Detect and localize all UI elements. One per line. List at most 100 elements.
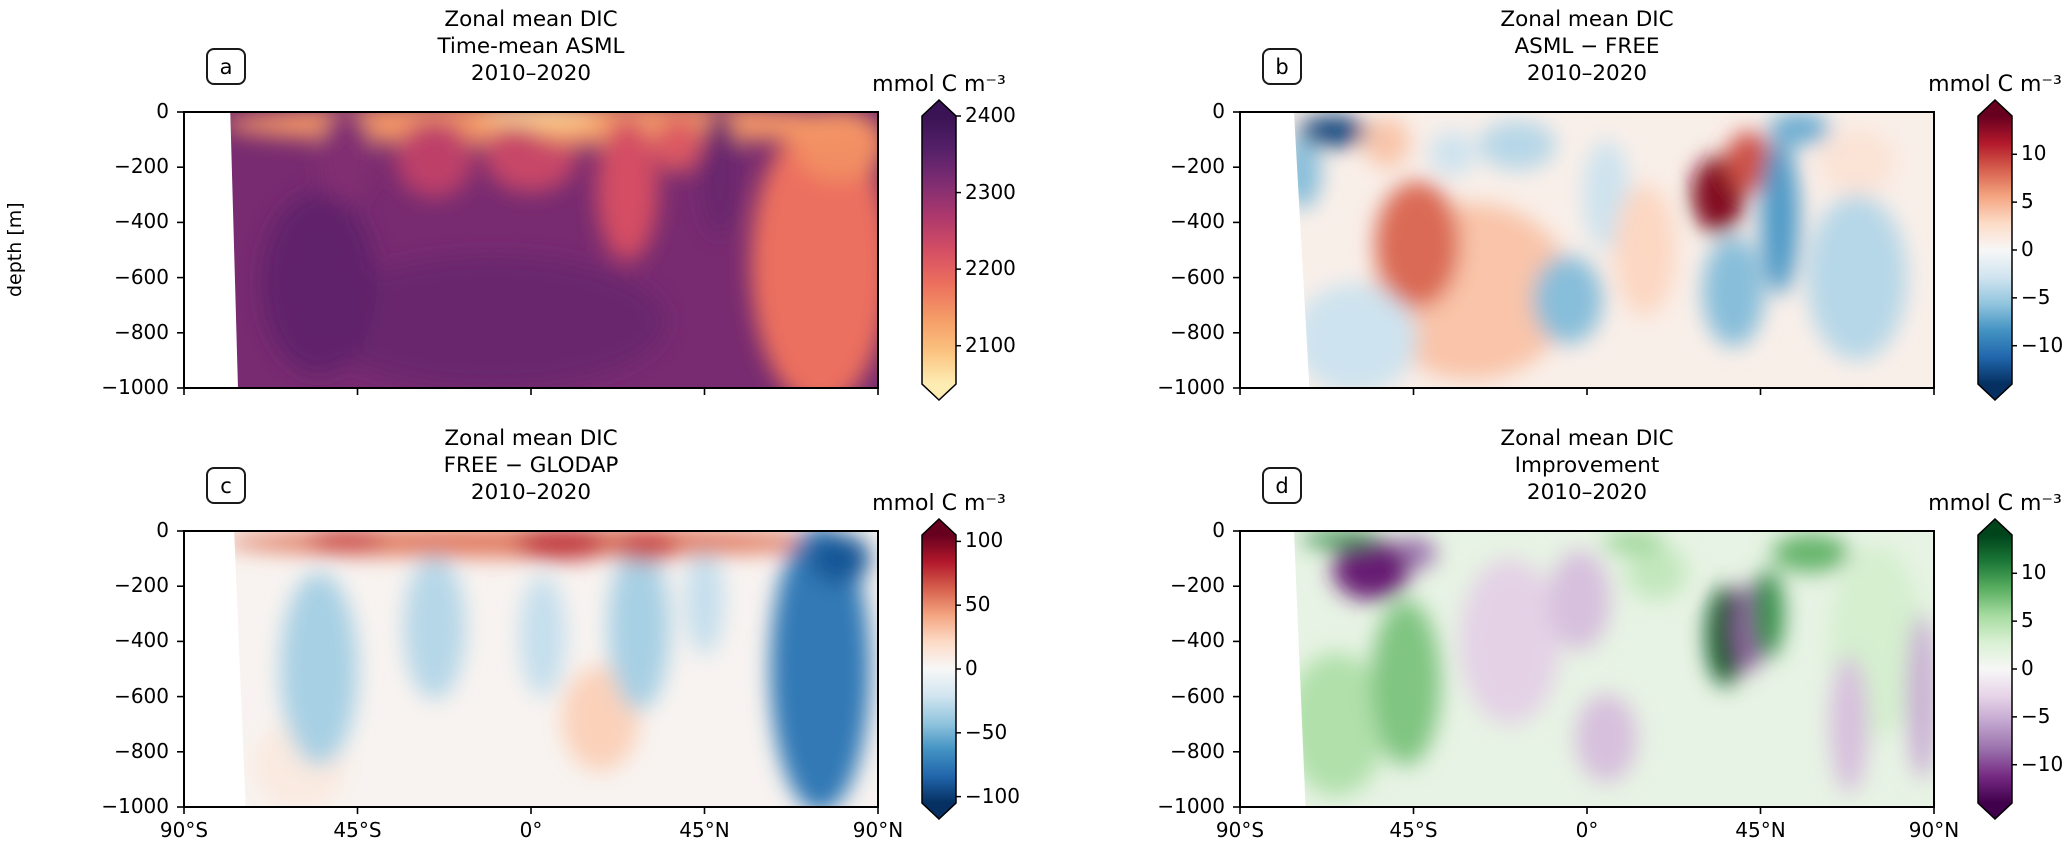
contour-blob bbox=[654, 117, 701, 173]
contour-field bbox=[1240, 531, 1934, 807]
contour-blob bbox=[608, 544, 670, 711]
colorbar-tick-label: 0 bbox=[2021, 237, 2034, 261]
y-tick-label: −400 bbox=[114, 628, 169, 653]
colorbar-tick-label: −10 bbox=[2021, 332, 2064, 357]
panel-b-title: Zonal mean DIC ASML − FREE 2010–2020 bbox=[1240, 6, 1934, 87]
colorbar-tick-label: 2100 bbox=[965, 332, 1016, 357]
colorbar-extend-bottom bbox=[922, 803, 956, 819]
colorbar-extend-top bbox=[1978, 519, 2012, 535]
contour-blob bbox=[1702, 236, 1765, 347]
y-tick-label: −200 bbox=[1170, 573, 1225, 598]
contour-blob bbox=[1363, 117, 1410, 168]
contour-blob bbox=[1602, 531, 1665, 554]
colorbar-tick-label: 10 bbox=[2021, 560, 2047, 585]
contour-blob bbox=[519, 575, 566, 697]
colorbar-tick-label: 2300 bbox=[965, 179, 1016, 204]
contour-blob bbox=[1332, 539, 1410, 600]
y-tick-label: −1000 bbox=[101, 375, 169, 399]
y-tick-label: −600 bbox=[114, 264, 169, 289]
contour-blob bbox=[700, 112, 740, 237]
x-tick-label: 45°N bbox=[1735, 818, 1786, 841]
land-mask bbox=[184, 531, 246, 807]
colorbar-unit-label: mmol C m⁻³ bbox=[1928, 491, 2062, 516]
contour-blob bbox=[1752, 569, 1784, 658]
x-tick-label: 0° bbox=[519, 818, 543, 841]
y-tick-label: −600 bbox=[1170, 683, 1225, 708]
colorbar-tick-label: −10 bbox=[2021, 751, 2064, 776]
panel-label-box: a bbox=[206, 48, 246, 85]
contour-blob bbox=[770, 531, 871, 807]
contour-blob bbox=[1575, 693, 1638, 783]
x-tick-label: 90°N bbox=[852, 818, 904, 841]
title-line: 2010–2020 bbox=[470, 61, 592, 86]
colorbar-tick-label: 2400 bbox=[965, 103, 1016, 127]
contour-blob bbox=[1428, 131, 1476, 176]
colorbar-outline bbox=[1977, 517, 2013, 821]
contour-blob bbox=[515, 531, 609, 560]
panel-label-box: b bbox=[1262, 48, 1302, 85]
colorbar-extend-top bbox=[1978, 100, 2012, 116]
x-tick-label: 45°S bbox=[1389, 818, 1438, 841]
land-mask bbox=[184, 112, 238, 388]
contour-blob bbox=[1760, 139, 1800, 295]
x-tick-label: 90°S bbox=[1215, 818, 1265, 841]
contour-blob bbox=[1374, 181, 1460, 308]
title-line: 2010–2020 bbox=[470, 480, 592, 505]
contour-blob bbox=[1548, 550, 1611, 650]
colorbar-tick-label: 5 bbox=[2021, 608, 2034, 633]
colorbar-tick-label: −50 bbox=[965, 719, 1008, 744]
contour-blob bbox=[615, 531, 678, 562]
title-line: ASML − FREE bbox=[1514, 34, 1660, 59]
contour-blob bbox=[1772, 533, 1850, 573]
y-tick-label: −200 bbox=[114, 573, 169, 598]
contour-blob bbox=[596, 117, 659, 262]
colorbar-extend-top bbox=[922, 100, 956, 116]
contour-blob bbox=[318, 112, 373, 204]
colorbar-tick-label: 10 bbox=[2021, 141, 2047, 166]
colorbar-unit-label: mmol C m⁻³ bbox=[872, 491, 1006, 516]
land-mask bbox=[1240, 531, 1306, 807]
contour-blob bbox=[307, 531, 385, 554]
contour-blob bbox=[1371, 600, 1441, 766]
x-tick-label: 90°S bbox=[159, 818, 209, 841]
y-tick-label: −1000 bbox=[1157, 794, 1225, 818]
title-line: Zonal mean DIC bbox=[1500, 426, 1674, 451]
panel-d-title: Zonal mean DIC Improvement 2010–2020 bbox=[1240, 425, 1934, 506]
panel-label-box: d bbox=[1262, 467, 1302, 504]
contour-blob bbox=[1301, 531, 1379, 548]
colorbar-unit-label: mmol C m⁻³ bbox=[872, 72, 1006, 97]
y-tick-label: −1000 bbox=[1157, 375, 1225, 399]
y-tick-label: −400 bbox=[114, 209, 169, 234]
contour-blob bbox=[1907, 613, 1934, 780]
panel-a-title: Zonal mean DIC Time-mean ASML 2010–2020 bbox=[184, 6, 878, 87]
x-tick-label: 90°N bbox=[1908, 818, 1960, 841]
y-axis-label: depth [m] bbox=[4, 202, 26, 298]
colorbar-outline bbox=[921, 98, 957, 402]
colorbar-tick-label: 0 bbox=[965, 656, 978, 680]
contour-blob bbox=[396, 120, 474, 198]
contour-blob bbox=[1286, 652, 1387, 796]
title-line: 2010–2020 bbox=[1526, 480, 1648, 505]
contour-blob bbox=[1533, 255, 1603, 344]
contour-blob bbox=[1293, 283, 1418, 388]
y-tick-label: −600 bbox=[1170, 264, 1225, 289]
y-tick-label: −800 bbox=[114, 319, 169, 344]
colorbar-tick-label: −100 bbox=[965, 783, 1020, 808]
y-tick-label: −400 bbox=[1170, 209, 1225, 234]
title-line: FREE − GLODAP bbox=[443, 453, 619, 478]
y-tick-label: −800 bbox=[1170, 319, 1225, 344]
colorbar-tick-label: 0 bbox=[2021, 656, 2034, 680]
colorbar-outline bbox=[921, 517, 957, 821]
y-tick-label: −600 bbox=[114, 683, 169, 708]
y-tick-label: −800 bbox=[114, 738, 169, 763]
colorbar-extend-top bbox=[922, 519, 956, 535]
colorbar-gradient bbox=[1978, 535, 2012, 803]
y-tick-label: 0 bbox=[156, 518, 169, 542]
title-line: Improvement bbox=[1514, 453, 1660, 478]
colorbar-tick-label: 5 bbox=[2021, 189, 2034, 214]
colorbar-tick-label: 50 bbox=[965, 592, 991, 617]
y-tick-label: −200 bbox=[1170, 154, 1225, 179]
contour-blob bbox=[1806, 194, 1908, 361]
